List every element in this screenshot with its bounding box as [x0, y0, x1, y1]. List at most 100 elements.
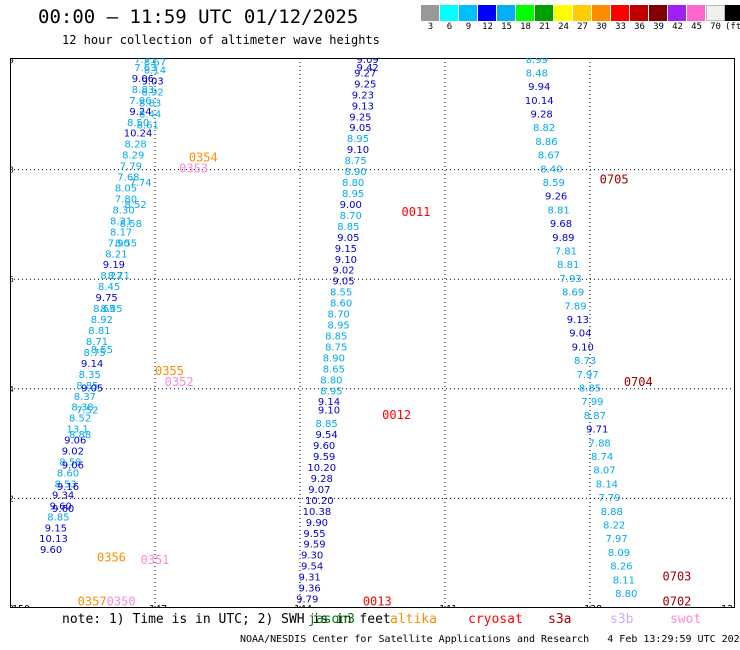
pass-time-label: 0350: [107, 594, 136, 608]
wave-height-label: 8.52: [69, 414, 91, 425]
color-swatch: [516, 5, 535, 21]
wave-height-label: 8.85: [579, 384, 601, 395]
wave-height-label: 8.99: [526, 58, 548, 66]
wave-height-label: 8.81: [88, 326, 110, 337]
note-text: note: 1) Time is in UTC; 2) SWH is in fe…: [62, 612, 391, 627]
wave-height-label: 9.16: [57, 482, 79, 493]
footer-text: NOAA/NESDIS Center for Satellite Applica…: [240, 634, 740, 645]
wave-height-label: 8.71: [86, 337, 108, 348]
wave-height-label: 8.67: [144, 58, 166, 68]
wave-height-label: 9.34: [52, 490, 74, 501]
wave-height-label: 7.88: [589, 438, 611, 449]
pass-time-label: 0351: [141, 553, 170, 567]
legend-s3a: s3a: [548, 612, 572, 627]
wave-height-label: 9.23: [352, 90, 374, 101]
wave-height-label: 8.92: [91, 315, 113, 326]
wave-height-label: 9.59: [303, 540, 325, 551]
y-tick-label: 16: [10, 275, 14, 284]
color-swatch: [630, 5, 649, 21]
color-swatch: [611, 5, 630, 21]
wave-height-label: 9.28: [311, 474, 333, 485]
map-title: 00:00 – 11:59 UTC 01/12/2025: [38, 6, 359, 28]
wave-height-label: 8.37: [74, 392, 96, 403]
wave-height-label: 9.94: [528, 82, 550, 93]
color-scale-label: (ft): [725, 22, 740, 32]
legend-s3b: s3b: [610, 612, 634, 627]
wave-height-label: 9.10: [572, 342, 594, 353]
wave-height-label: 8.35: [79, 370, 101, 381]
wave-height-label: 8.88: [601, 507, 623, 518]
wave-height-label: 9.24: [129, 107, 151, 118]
wave-height-label: 10.24: [124, 129, 153, 140]
wave-height-label: 9.60: [40, 545, 62, 556]
wave-height-label: 9.10: [335, 255, 357, 266]
wave-height-label: 9.30: [301, 551, 323, 562]
wave-height-label: 9.28: [531, 110, 553, 121]
color-scale-label: 45: [691, 22, 702, 32]
wave-height-label: 8.95: [342, 189, 364, 200]
wave-height-label: 7.68: [117, 173, 139, 184]
wave-height-label: 10.13: [39, 534, 68, 545]
wave-height-label: 9.79: [296, 595, 318, 606]
wave-height-label: 8.85: [76, 381, 98, 392]
wave-height-label: 9.60: [52, 504, 74, 515]
wave-height-label: 9.15: [335, 244, 357, 255]
wave-height-label: 8.88: [69, 430, 91, 441]
wave-height-label: 9.05: [349, 123, 371, 134]
pass-time-label: 0703: [663, 570, 692, 584]
wave-height-label: 8.28: [125, 140, 147, 151]
color-scale-label: 6: [446, 22, 453, 32]
wave-height-label: 8.61: [137, 121, 159, 132]
wave-height-label: 9.27: [354, 68, 376, 79]
wave-height-label: 8.21: [110, 216, 132, 227]
x-tick-label: -150: [10, 604, 30, 608]
y-tick-label: 12: [10, 494, 14, 503]
wave-height-label: 7.90: [108, 238, 130, 249]
wave-height-label: 8.11: [613, 575, 635, 586]
wave-height-label: 7.74: [129, 178, 151, 189]
wave-height-label: 8.71: [108, 271, 130, 282]
wave-height-label: 9.06: [64, 436, 86, 447]
wave-height-label: 8.83: [139, 99, 161, 110]
wave-height-label: 9.42: [357, 63, 379, 74]
pass-time-label: 0355: [155, 364, 184, 378]
y-tick-label: 18: [10, 166, 14, 175]
wave-height-label: 8.85: [315, 419, 337, 430]
wave-height-label: 7.63: [134, 63, 156, 74]
color-scale-label: 30: [596, 22, 607, 32]
wave-height-label: 8.92: [141, 88, 163, 99]
wave-height-label: 9.26: [545, 192, 567, 203]
y-tick-label: 14: [10, 385, 14, 394]
wave-height-label: 8.85: [325, 331, 347, 342]
wave-height-label: 13.1: [67, 425, 89, 436]
wave-height-label: 8.85: [337, 222, 359, 233]
wave-height-label: 8.29: [122, 151, 144, 162]
wave-height-label: 8.48: [526, 68, 548, 79]
wave-height-label: 9.19: [103, 260, 125, 271]
wave-height-label: 8.70: [340, 211, 362, 222]
wave-height-label: 8.17: [110, 227, 132, 238]
wave-height-label: 8.75: [83, 348, 105, 359]
pass-time-label: 0353: [179, 161, 208, 175]
wave-height-label: 8.14: [144, 66, 166, 77]
x-tick-label: -144: [288, 604, 312, 608]
color-swatch: [649, 5, 668, 21]
wave-height-label: 9.31: [299, 573, 321, 584]
wave-height-label: 7.71: [134, 58, 156, 66]
wave-height-label: 9.25: [354, 79, 376, 90]
wave-height-label: 8.70: [328, 310, 350, 321]
wave-height-label: 9.10: [318, 405, 340, 416]
y-tick-label: 20: [10, 58, 14, 65]
wave-height-label: 9.09: [357, 58, 379, 66]
wave-height-label: 7.52: [76, 405, 98, 416]
wave-height-label: 8.14: [596, 479, 618, 490]
wave-height-label: 8.45: [100, 304, 122, 315]
pass-time-label: 0704: [624, 375, 653, 389]
wave-height-label: 8.80: [320, 375, 342, 386]
color-swatch: [725, 5, 740, 21]
legend-swot: swot: [670, 612, 702, 627]
wave-height-label: 9.05: [81, 384, 103, 395]
wave-height-label: 9.60: [50, 501, 72, 512]
wave-height-label: 8.05: [115, 184, 137, 195]
wave-height-label: 9.60: [313, 441, 335, 452]
